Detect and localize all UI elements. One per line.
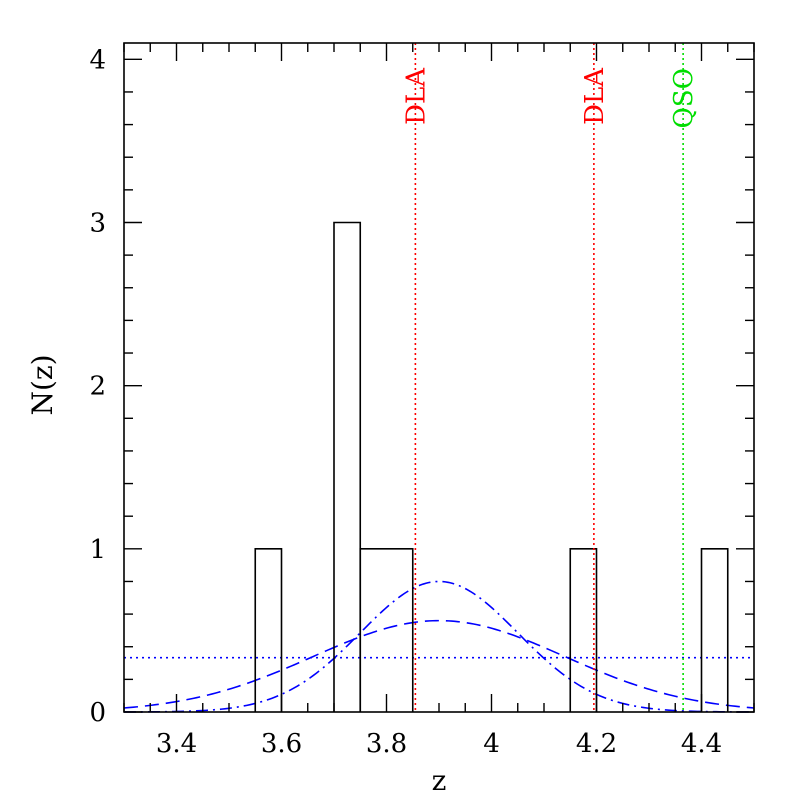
- x-tick-label: 3.4: [156, 729, 197, 759]
- x-tick-label: 3.6: [261, 729, 302, 759]
- x-tick-label: 4: [483, 729, 500, 759]
- reference-line-label: DLA: [580, 67, 610, 125]
- y-tick-label: 0: [89, 698, 106, 728]
- y-tick-label: 2: [89, 372, 106, 402]
- chart-marks: DLA DLA QSO: [123, 43, 755, 713]
- y-axis-label: N(z): [26, 354, 59, 415]
- histogram-bar: [569, 548, 598, 712]
- histogram-bar: [359, 548, 414, 712]
- histogram-bar: [700, 548, 729, 712]
- x-tick-label: 4.4: [681, 729, 722, 759]
- model-curve-dashed: [123, 619, 755, 709]
- histogram-bar: [254, 548, 283, 712]
- histogram-bar: [333, 221, 362, 712]
- x-tick-label: 4.2: [576, 729, 617, 759]
- y-tick-label: 3: [89, 208, 106, 238]
- chart-axes: 3.4 3.6 3.8 4 4.2 4.4 0 1 2 3 4: [89, 42, 755, 759]
- y-tick-label: 4: [89, 45, 106, 75]
- y-tick-label: 1: [89, 535, 106, 565]
- x-tick-label: 3.8: [366, 729, 407, 759]
- plot-frame: [123, 42, 755, 713]
- reference-line-label: QSO: [669, 68, 699, 128]
- x-axis-label: z: [432, 764, 447, 797]
- reference-line-label: DLA: [401, 67, 431, 125]
